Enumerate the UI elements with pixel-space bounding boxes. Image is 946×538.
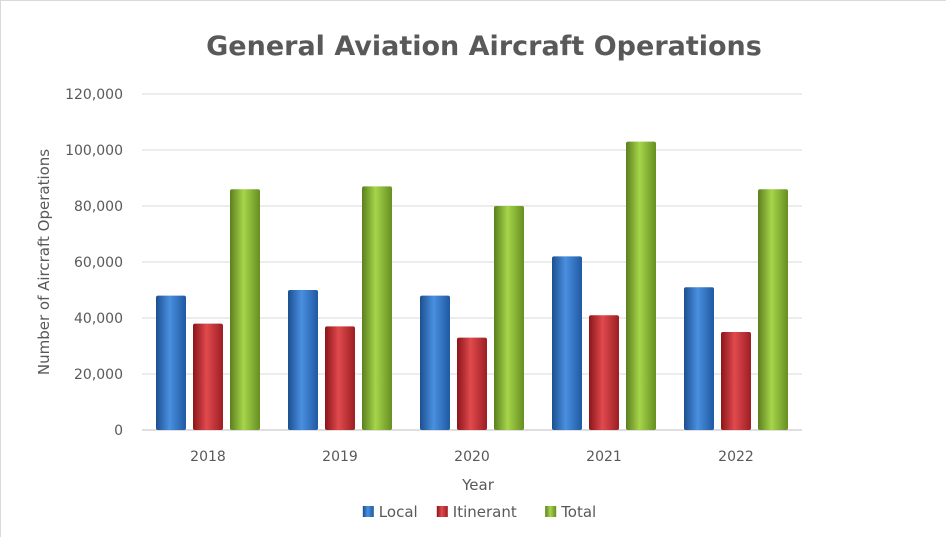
bar-local-2021	[552, 256, 582, 430]
bar-itinerant-2018	[193, 323, 223, 430]
y-tick-label: 0	[114, 423, 123, 439]
y-axis-ticks: 0 20,000 40,000 60,000 80,000 100,000 120,000	[65, 87, 123, 439]
y-tick-label: 100,000	[65, 143, 123, 159]
legend-swatch-itinerant	[436, 506, 448, 517]
x-tick-label: 2021	[586, 449, 622, 465]
y-tick-label: 80,000	[74, 199, 123, 215]
y-axis-title: Number of Aircraft Operations	[35, 149, 53, 375]
x-tick-label: 2018	[190, 449, 226, 465]
x-tick-label: 2022	[718, 449, 754, 465]
bar-local-2022	[684, 287, 714, 430]
bar-local-2020	[420, 295, 450, 430]
legend-swatch-local	[362, 506, 374, 517]
y-tick-label: 60,000	[74, 255, 123, 271]
bar-total-2019	[362, 186, 392, 430]
legend-label-local: Local	[379, 503, 418, 521]
legend-label-total: Total	[560, 503, 596, 521]
bar-itinerant-2022	[721, 332, 751, 430]
bar-local-2018	[156, 295, 186, 430]
y-tick-label: 40,000	[74, 311, 123, 327]
bar-total-2020	[494, 206, 524, 430]
chart-title: General Aviation Aircraft Operations	[206, 31, 762, 62]
x-tick-label: 2019	[322, 449, 358, 465]
x-axis-title: Year	[461, 476, 495, 494]
y-tick-label: 20,000	[74, 367, 123, 383]
bar-total-2021	[626, 141, 656, 430]
bar-total-2018	[230, 189, 260, 430]
y-tick-label: 120,000	[65, 87, 123, 103]
x-tick-label: 2020	[454, 449, 490, 465]
bar-total-2022	[758, 189, 788, 430]
bars	[156, 141, 788, 430]
legend-label-itinerant: Itinerant	[453, 503, 517, 521]
bar-local-2019	[288, 290, 318, 430]
legend: Local Itinerant Total	[362, 503, 596, 521]
legend-swatch-total	[545, 506, 557, 517]
bar-itinerant-2019	[325, 326, 355, 430]
bar-itinerant-2021	[589, 315, 619, 430]
bar-itinerant-2020	[457, 337, 487, 430]
x-axis-ticks: 2018 2019 2020 2021 2022	[190, 449, 754, 465]
